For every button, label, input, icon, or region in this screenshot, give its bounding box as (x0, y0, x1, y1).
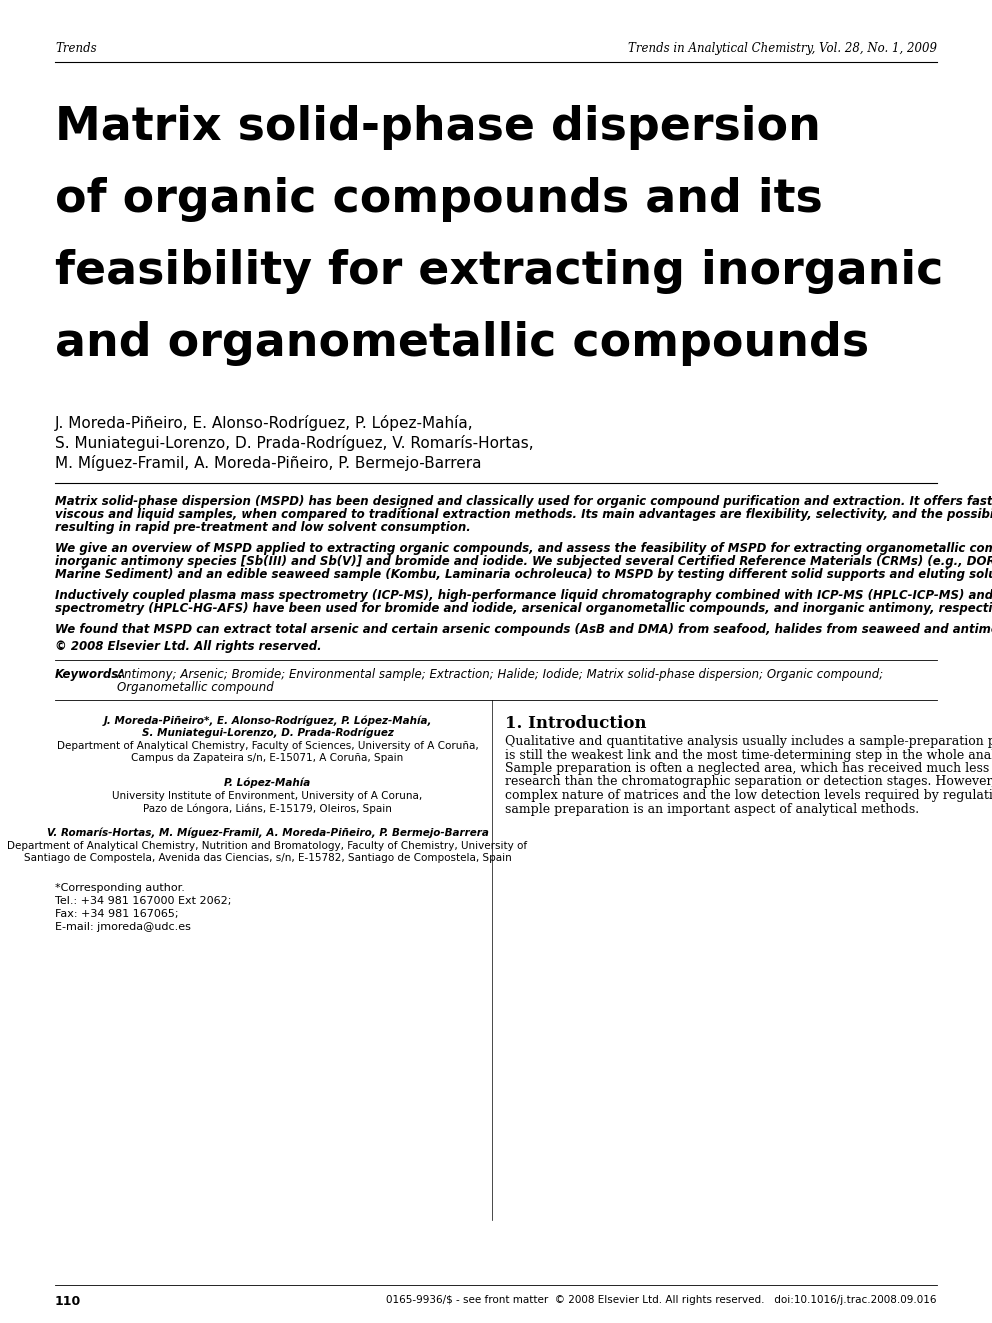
Text: *Corresponding author.: *Corresponding author. (55, 882, 185, 893)
Text: Organometallic compound: Organometallic compound (117, 681, 274, 695)
Text: viscous and liquid samples, when compared to traditional extraction methods. Its: viscous and liquid samples, when compare… (55, 508, 992, 521)
Text: S. Muniategui-Lorenzo, D. Prada-Rodríguez: S. Muniategui-Lorenzo, D. Prada-Rodrígue… (142, 728, 394, 737)
Text: sample preparation is an important aspect of analytical methods.: sample preparation is an important aspec… (505, 803, 920, 815)
Text: Pazo de Lóngora, Liáns, E-15179, Oleiros, Spain: Pazo de Lóngora, Liáns, E-15179, Oleiros… (143, 803, 392, 814)
Text: Marine Sediment) and an edible seaweed sample (Kombu, Laminaria ochroleuca) to M: Marine Sediment) and an edible seaweed s… (55, 568, 992, 581)
Text: of organic compounds and its: of organic compounds and its (55, 177, 822, 222)
Text: Antimony; Arsenic; Bromide; Environmental sample; Extraction; Halide; Iodide; Ma: Antimony; Arsenic; Bromide; Environmenta… (117, 668, 884, 681)
Text: Santiago de Compostela, Avenida das Ciencias, s/n, E-15782, Santiago de Composte: Santiago de Compostela, Avenida das Cien… (24, 853, 511, 863)
Text: E-mail: jmoreda@udc.es: E-mail: jmoreda@udc.es (55, 922, 190, 931)
Text: feasibility for extracting inorganic: feasibility for extracting inorganic (55, 249, 943, 294)
Text: University Institute of Environment, University of A Coruna,: University Institute of Environment, Uni… (112, 791, 423, 800)
Text: Sample preparation is often a neglected area, which has received much less atten: Sample preparation is often a neglected … (505, 762, 992, 775)
Text: V. Romarís-Hortas, M. Míguez-Framil, A. Moreda-Piñeiro, P. Bermejo-Barrera: V. Romarís-Hortas, M. Míguez-Framil, A. … (47, 827, 488, 837)
Text: Tel.: +34 981 167000 Ext 2062;: Tel.: +34 981 167000 Ext 2062; (55, 896, 231, 906)
Text: research than the chromatographic separation or detection stages. However, due t: research than the chromatographic separa… (505, 775, 992, 789)
Text: 0165-9936/$ - see front matter  © 2008 Elsevier Ltd. All rights reserved.   doi:: 0165-9936/$ - see front matter © 2008 El… (387, 1295, 937, 1304)
Text: Campus da Zapateira s/n, E-15071, A Coruña, Spain: Campus da Zapateira s/n, E-15071, A Coru… (131, 753, 404, 763)
Text: P. López-Mahía: P. López-Mahía (224, 777, 310, 787)
Text: M. Míguez-Framil, A. Moreda-Piñeiro, P. Bermejo-Barrera: M. Míguez-Framil, A. Moreda-Piñeiro, P. … (55, 455, 481, 471)
Text: S. Muniategui-Lorenzo, D. Prada-Rodríguez, V. Romarís-Hortas,: S. Muniategui-Lorenzo, D. Prada-Rodrígue… (55, 435, 534, 451)
Text: We found that MSPD can extract total arsenic and certain arsenic compounds (AsB : We found that MSPD can extract total ars… (55, 623, 992, 636)
Text: is still the weakest link and the most time-determining step in the whole analyt: is still the weakest link and the most t… (505, 749, 992, 762)
Text: and organometallic compounds: and organometallic compounds (55, 321, 869, 366)
Text: Qualitative and quantitative analysis usually includes a sample-preparation proc: Qualitative and quantitative analysis us… (505, 736, 992, 747)
Text: Matrix solid-phase dispersion (MSPD) has been designed and classically used for : Matrix solid-phase dispersion (MSPD) has… (55, 495, 992, 508)
Text: 110: 110 (55, 1295, 81, 1308)
Text: Fax: +34 981 167065;: Fax: +34 981 167065; (55, 909, 179, 919)
Text: We give an overview of MSPD applied to extracting organic compounds, and assess : We give an overview of MSPD applied to e… (55, 542, 992, 556)
Text: © 2008 Elsevier Ltd. All rights reserved.: © 2008 Elsevier Ltd. All rights reserved… (55, 640, 321, 654)
Text: Department of Analytical Chemistry, Nutrition and Bromatology, Faculty of Chemis: Department of Analytical Chemistry, Nutr… (7, 841, 528, 851)
Text: Department of Analytical Chemistry, Faculty of Sciences, University of A Coruña,: Department of Analytical Chemistry, Facu… (57, 741, 478, 751)
Text: spectrometry (HPLC-HG-AFS) have been used for bromide and iodide, arsenical orga: spectrometry (HPLC-HG-AFS) have been use… (55, 602, 992, 615)
Text: Inductively coupled plasma mass spectrometry (ICP-MS), high-performance liquid c: Inductively coupled plasma mass spectrom… (55, 589, 992, 602)
Text: Trends: Trends (55, 42, 96, 56)
Text: Matrix solid-phase dispersion: Matrix solid-phase dispersion (55, 105, 820, 149)
Text: inorganic antimony species [Sb(III) and Sb(V)] and bromide and iodide. We subjec: inorganic antimony species [Sb(III) and … (55, 556, 992, 568)
Text: Trends in Analytical Chemistry, Vol. 28, No. 1, 2009: Trends in Analytical Chemistry, Vol. 28,… (628, 42, 937, 56)
Text: complex nature of matrices and the low detection levels required by regulations,: complex nature of matrices and the low d… (505, 789, 992, 802)
Text: resulting in rapid pre-treatment and low solvent consumption.: resulting in rapid pre-treatment and low… (55, 521, 471, 534)
Text: J. Moreda-Piñeiro, E. Alonso-Rodríguez, P. López-Mahía,: J. Moreda-Piñeiro, E. Alonso-Rodríguez, … (55, 415, 473, 431)
Text: 1. Introduction: 1. Introduction (505, 714, 647, 732)
Text: Keywords:: Keywords: (55, 668, 124, 681)
Text: J. Moreda-Piñeiro*, E. Alonso-Rodríguez, P. López-Mahía,: J. Moreda-Piñeiro*, E. Alonso-Rodríguez,… (103, 714, 432, 725)
